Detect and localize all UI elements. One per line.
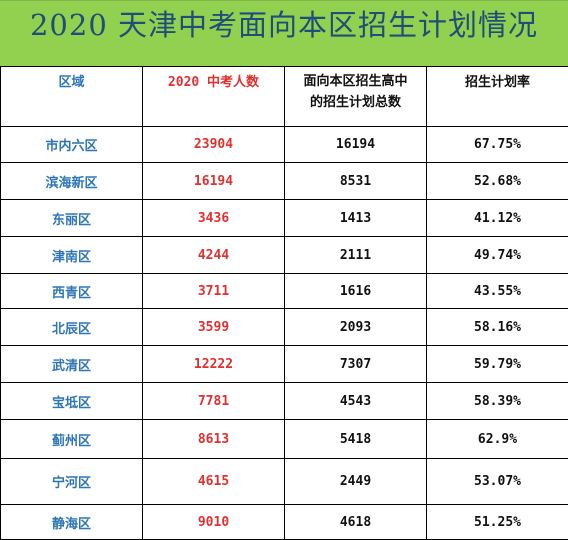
cell-rate: 58.16%	[427, 309, 568, 346]
enrollment-table: 区域 2020 中考人数 面向本区招生高中 的招生计划总数 招生计划率 市内六区…	[0, 66, 568, 540]
cell-district: 宝坻区	[1, 383, 143, 420]
cell-exam-count: 8613	[143, 420, 285, 459]
cell-exam-count: 3711	[143, 274, 285, 309]
table-header-row: 区域 2020 中考人数 面向本区招生高中 的招生计划总数 招生计划率	[1, 67, 568, 127]
header-exam-count: 2020 中考人数	[143, 67, 285, 127]
cell-plan-total: 16194	[285, 127, 427, 163]
cell-plan-total: 1413	[285, 200, 427, 237]
cell-plan-total: 8531	[285, 163, 427, 200]
cell-rate: 52.68%	[427, 163, 568, 200]
cell-exam-count: 9010	[143, 505, 285, 540]
cell-rate: 53.07%	[427, 459, 568, 505]
header-plan-line1: 面向本区招生高中	[285, 71, 426, 92]
cell-rate: 59.79%	[427, 346, 568, 383]
cell-district: 滨海新区	[1, 163, 143, 200]
cell-rate: 58.39%	[427, 383, 568, 420]
cell-rate: 62.9%	[427, 420, 568, 459]
cell-district: 静海区	[1, 505, 143, 540]
cell-exam-count: 23904	[143, 127, 285, 163]
page-title: 2020 天津中考面向本区招生计划情况	[0, 0, 568, 66]
cell-exam-count: 3599	[143, 309, 285, 346]
cell-rate: 67.75%	[427, 127, 568, 163]
cell-district: 津南区	[1, 237, 143, 274]
cell-district: 北辰区	[1, 309, 143, 346]
cell-plan-total: 4543	[285, 383, 427, 420]
cell-plan-total: 4618	[285, 505, 427, 540]
cell-plan-total: 7307	[285, 346, 427, 383]
cell-exam-count: 3436	[143, 200, 285, 237]
cell-exam-count: 7781	[143, 383, 285, 420]
cell-rate: 43.55%	[427, 274, 568, 309]
cell-district: 宁河区	[1, 459, 143, 505]
cell-exam-count: 4244	[143, 237, 285, 274]
cell-rate: 41.12%	[427, 200, 568, 237]
cell-district: 武清区	[1, 346, 143, 383]
cell-exam-count: 16194	[143, 163, 285, 200]
cell-district: 蓟州区	[1, 420, 143, 459]
cell-exam-count: 12222	[143, 346, 285, 383]
cell-district: 市内六区	[1, 127, 143, 163]
cell-rate: 51.25%	[427, 505, 568, 540]
cell-plan-total: 2111	[285, 237, 427, 274]
cell-exam-count: 4615	[143, 459, 285, 505]
header-plan-total: 面向本区招生高中 的招生计划总数	[285, 67, 427, 127]
cell-plan-total: 2449	[285, 459, 427, 505]
cell-plan-total: 2093	[285, 309, 427, 346]
header-rate: 招生计划率	[427, 67, 568, 127]
cell-district: 东丽区	[1, 200, 143, 237]
cell-plan-total: 1616	[285, 274, 427, 309]
cell-rate: 49.74%	[427, 237, 568, 274]
cell-plan-total: 5418	[285, 420, 427, 459]
header-plan-line2: 的招生计划总数	[285, 92, 426, 113]
header-district: 区域	[1, 67, 143, 127]
cell-district: 西青区	[1, 274, 143, 309]
